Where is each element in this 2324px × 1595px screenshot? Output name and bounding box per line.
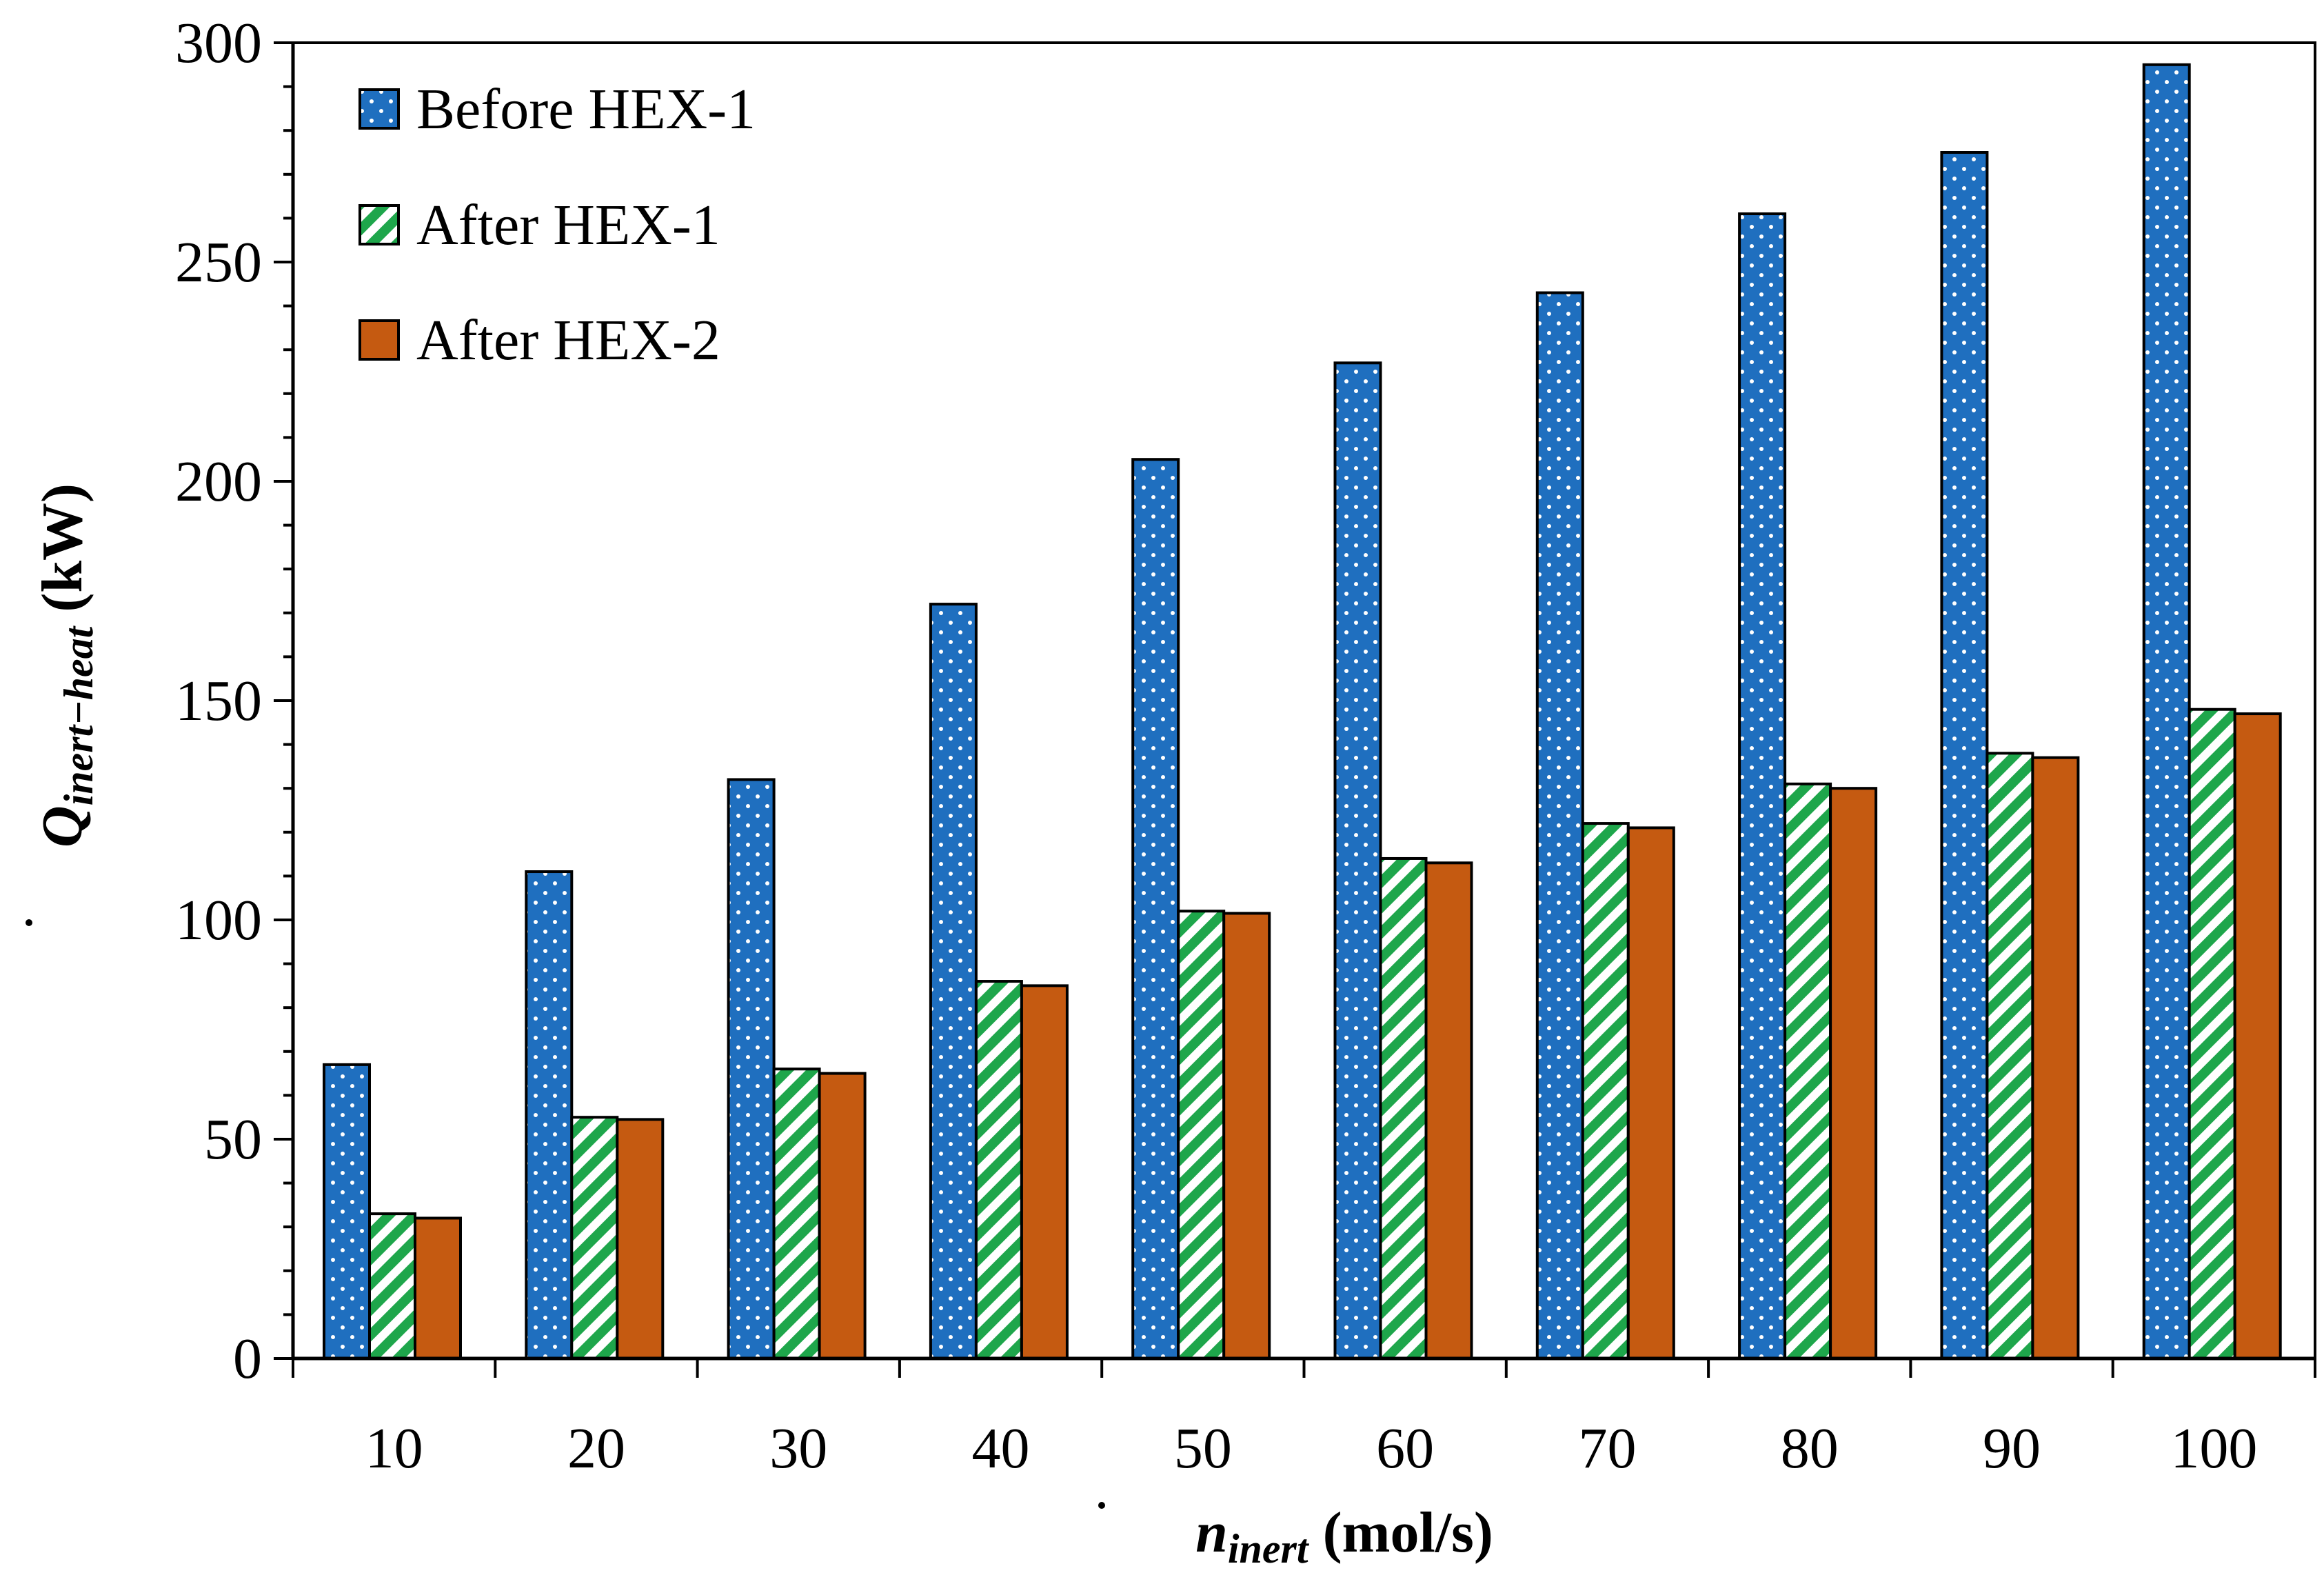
bar-after-hex-1-100: [2187, 708, 2236, 1360]
x-tick-label: 80: [1781, 1416, 1839, 1481]
y-axis-label-dot-accent: [26, 919, 32, 926]
bar-before-hex-1-20: [525, 870, 574, 1361]
bar-before-hex-1-30: [727, 778, 776, 1360]
tick-labels: 0 50 100 150 200 250 300 10 20 30 40 50 60 70 80 90 100: [175, 11, 2257, 1481]
y-tick-label: 50: [204, 1107, 262, 1172]
bar-after-hex-1-10: [368, 1212, 416, 1360]
bar-before-hex-1-40: [929, 603, 978, 1361]
y-tick-label: 300: [175, 11, 262, 75]
bar-after-hex-2-80: [1829, 787, 1878, 1360]
x-axis-label: ninert (mol/s): [1195, 1501, 1493, 1572]
x-tick-label: 100: [2170, 1416, 2257, 1481]
bar-after-hex-2-60: [1424, 861, 1473, 1360]
bar-before-hex-1-90: [1940, 151, 1989, 1360]
x-tick-label: 10: [365, 1416, 423, 1481]
y-tick-label: 100: [175, 888, 262, 952]
bar-after-hex-2-100: [2233, 712, 2282, 1360]
bar-before-hex-1-60: [1333, 361, 1382, 1360]
bars: [323, 63, 2282, 1361]
legend-label-after-hex-2: After HEX-2: [416, 308, 720, 372]
x-tick-label: 30: [769, 1416, 827, 1481]
bar-after-hex-2-30: [818, 1072, 867, 1360]
x-axis-label-dot-accent: [1098, 1502, 1105, 1509]
bar-after-hex-1-20: [570, 1116, 619, 1360]
x-tick-label: 20: [567, 1416, 625, 1481]
bar-after-hex-2-50: [1222, 912, 1271, 1360]
y-tick-label: 150: [175, 669, 262, 733]
axes: [274, 41, 2316, 1378]
legend-swatch-before-hex-1: [358, 88, 400, 130]
bar-after-hex-2-70: [1626, 826, 1675, 1360]
x-axis-label-subscript: inert: [1228, 1526, 1310, 1572]
bar-after-hex-1-80: [1784, 782, 1832, 1360]
bar-after-hex-1-60: [1379, 856, 1428, 1360]
legend-swatch-after-hex-2: [358, 319, 400, 361]
bar-before-hex-1-100: [2142, 63, 2191, 1360]
y-tick-label: 0: [233, 1327, 262, 1391]
x-tick-label: 60: [1376, 1416, 1434, 1481]
bar-before-hex-1-50: [1131, 458, 1180, 1361]
legend-label-after-hex-1: After HEX-1: [416, 193, 720, 257]
x-tick-label: 40: [972, 1416, 1030, 1481]
legend-label-before-hex-1: Before HEX-1: [416, 77, 756, 141]
bar-after-hex-1-90: [1985, 752, 2034, 1360]
legend: Before HEX-1 After HEX-1 After HEX-2: [358, 77, 756, 372]
bar-after-hex-2-20: [616, 1118, 665, 1360]
bar-after-hex-2-10: [414, 1216, 462, 1360]
x-tick-label: 50: [1174, 1416, 1232, 1481]
x-tick-label: 70: [1578, 1416, 1636, 1481]
y-tick-label: 200: [175, 450, 262, 514]
bar-after-hex-1-30: [772, 1067, 821, 1360]
bar-after-hex-2-90: [2031, 756, 2080, 1361]
x-axis-label-units: (mol/s): [1323, 1501, 1493, 1565]
y-axis-label: Qinert−heat (kW): [30, 483, 101, 847]
bar-after-hex-2-40: [1020, 984, 1069, 1360]
bar-after-hex-1-40: [974, 980, 1023, 1361]
y-axis-label-symbol: Q: [30, 805, 94, 847]
x-axis-label-symbol: n: [1195, 1501, 1228, 1565]
bar-before-hex-1-70: [1535, 291, 1584, 1360]
y-axis-label-units: (kW): [30, 483, 94, 612]
y-axis-label-subscript: inert−heat: [56, 625, 101, 805]
bar-before-hex-1-10: [323, 1063, 371, 1360]
y-tick-label: 250: [175, 230, 262, 294]
bar-before-hex-1-80: [1738, 212, 1787, 1360]
bar-after-hex-1-50: [1177, 910, 1226, 1360]
bar-after-hex-1-70: [1581, 822, 1630, 1360]
legend-swatch-after-hex-1: [358, 204, 400, 245]
x-tick-label: 90: [1983, 1416, 2041, 1481]
